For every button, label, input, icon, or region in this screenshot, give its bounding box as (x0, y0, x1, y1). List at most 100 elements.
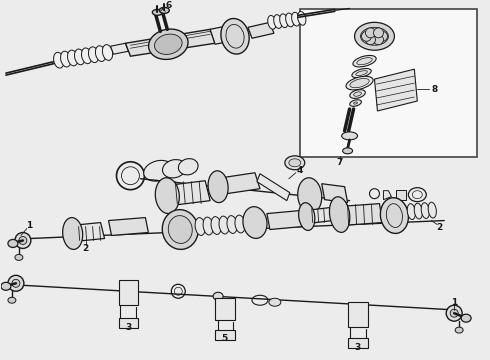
Polygon shape (109, 217, 148, 235)
Text: 3: 3 (125, 323, 132, 332)
Polygon shape (125, 29, 215, 56)
Ellipse shape (227, 216, 237, 233)
Ellipse shape (74, 49, 85, 65)
Polygon shape (322, 184, 347, 203)
Ellipse shape (350, 78, 369, 88)
Bar (347, 338, 368, 348)
Ellipse shape (178, 159, 198, 175)
Text: 1: 1 (26, 221, 32, 230)
Ellipse shape (354, 102, 358, 104)
Bar (119, 280, 138, 305)
Ellipse shape (350, 100, 362, 106)
Polygon shape (248, 22, 274, 38)
Ellipse shape (243, 207, 267, 238)
Ellipse shape (96, 46, 106, 62)
Ellipse shape (15, 255, 23, 260)
Ellipse shape (155, 178, 179, 213)
Ellipse shape (8, 239, 18, 247)
Polygon shape (305, 208, 333, 224)
Ellipse shape (81, 48, 92, 64)
Circle shape (8, 275, 24, 291)
Circle shape (373, 28, 384, 38)
Ellipse shape (286, 13, 294, 27)
Ellipse shape (53, 52, 64, 68)
Ellipse shape (221, 18, 249, 54)
Ellipse shape (102, 45, 113, 60)
Ellipse shape (162, 210, 198, 249)
Circle shape (15, 233, 31, 248)
Polygon shape (267, 211, 303, 230)
Ellipse shape (285, 156, 305, 170)
Ellipse shape (414, 203, 422, 219)
Circle shape (377, 31, 388, 41)
Text: 2: 2 (436, 223, 442, 232)
Bar (300, 9, 477, 157)
Ellipse shape (8, 297, 16, 303)
Ellipse shape (195, 218, 205, 235)
Circle shape (12, 279, 20, 287)
Ellipse shape (292, 12, 300, 26)
Ellipse shape (269, 298, 281, 306)
Ellipse shape (289, 159, 301, 167)
Ellipse shape (342, 132, 358, 140)
Ellipse shape (455, 327, 463, 333)
Text: 3: 3 (354, 343, 361, 352)
Bar (215, 330, 235, 340)
Ellipse shape (203, 217, 213, 235)
Ellipse shape (353, 55, 376, 67)
Ellipse shape (63, 217, 83, 249)
Ellipse shape (343, 148, 353, 154)
Ellipse shape (329, 197, 350, 233)
Ellipse shape (154, 34, 182, 54)
Polygon shape (257, 174, 290, 201)
Polygon shape (111, 43, 128, 54)
Ellipse shape (152, 9, 162, 15)
Ellipse shape (61, 51, 71, 67)
Text: 7: 7 (337, 158, 343, 167)
Circle shape (362, 31, 371, 41)
Text: 2: 2 (82, 244, 89, 253)
Polygon shape (338, 204, 383, 225)
Ellipse shape (1, 282, 11, 290)
Ellipse shape (68, 50, 78, 66)
Ellipse shape (211, 217, 221, 234)
Polygon shape (71, 222, 104, 242)
Text: 4: 4 (296, 166, 303, 175)
Ellipse shape (280, 14, 288, 28)
Ellipse shape (354, 92, 362, 96)
Ellipse shape (144, 161, 173, 181)
Circle shape (19, 237, 27, 244)
Ellipse shape (235, 215, 245, 233)
Ellipse shape (356, 71, 368, 76)
Bar (215, 298, 235, 320)
Circle shape (373, 35, 384, 45)
Ellipse shape (213, 292, 223, 300)
Polygon shape (374, 69, 417, 111)
Ellipse shape (297, 12, 306, 25)
Text: 1: 1 (451, 298, 457, 307)
Bar (347, 302, 368, 327)
Circle shape (366, 35, 375, 45)
Text: 8: 8 (431, 85, 438, 94)
Text: 5: 5 (221, 334, 227, 343)
Ellipse shape (274, 15, 282, 28)
Circle shape (450, 309, 458, 317)
Bar (396, 190, 406, 200)
Ellipse shape (208, 171, 228, 203)
Ellipse shape (361, 27, 389, 45)
Ellipse shape (298, 178, 322, 213)
Circle shape (366, 28, 375, 38)
Ellipse shape (163, 159, 186, 178)
Ellipse shape (357, 58, 372, 65)
Circle shape (446, 305, 462, 321)
Ellipse shape (461, 314, 471, 322)
Ellipse shape (428, 202, 437, 218)
Ellipse shape (298, 203, 315, 230)
Text: 6: 6 (165, 1, 172, 10)
Ellipse shape (350, 90, 366, 98)
Ellipse shape (268, 15, 276, 29)
Ellipse shape (89, 47, 99, 63)
Ellipse shape (346, 76, 373, 90)
Polygon shape (384, 191, 392, 200)
Polygon shape (165, 181, 210, 206)
